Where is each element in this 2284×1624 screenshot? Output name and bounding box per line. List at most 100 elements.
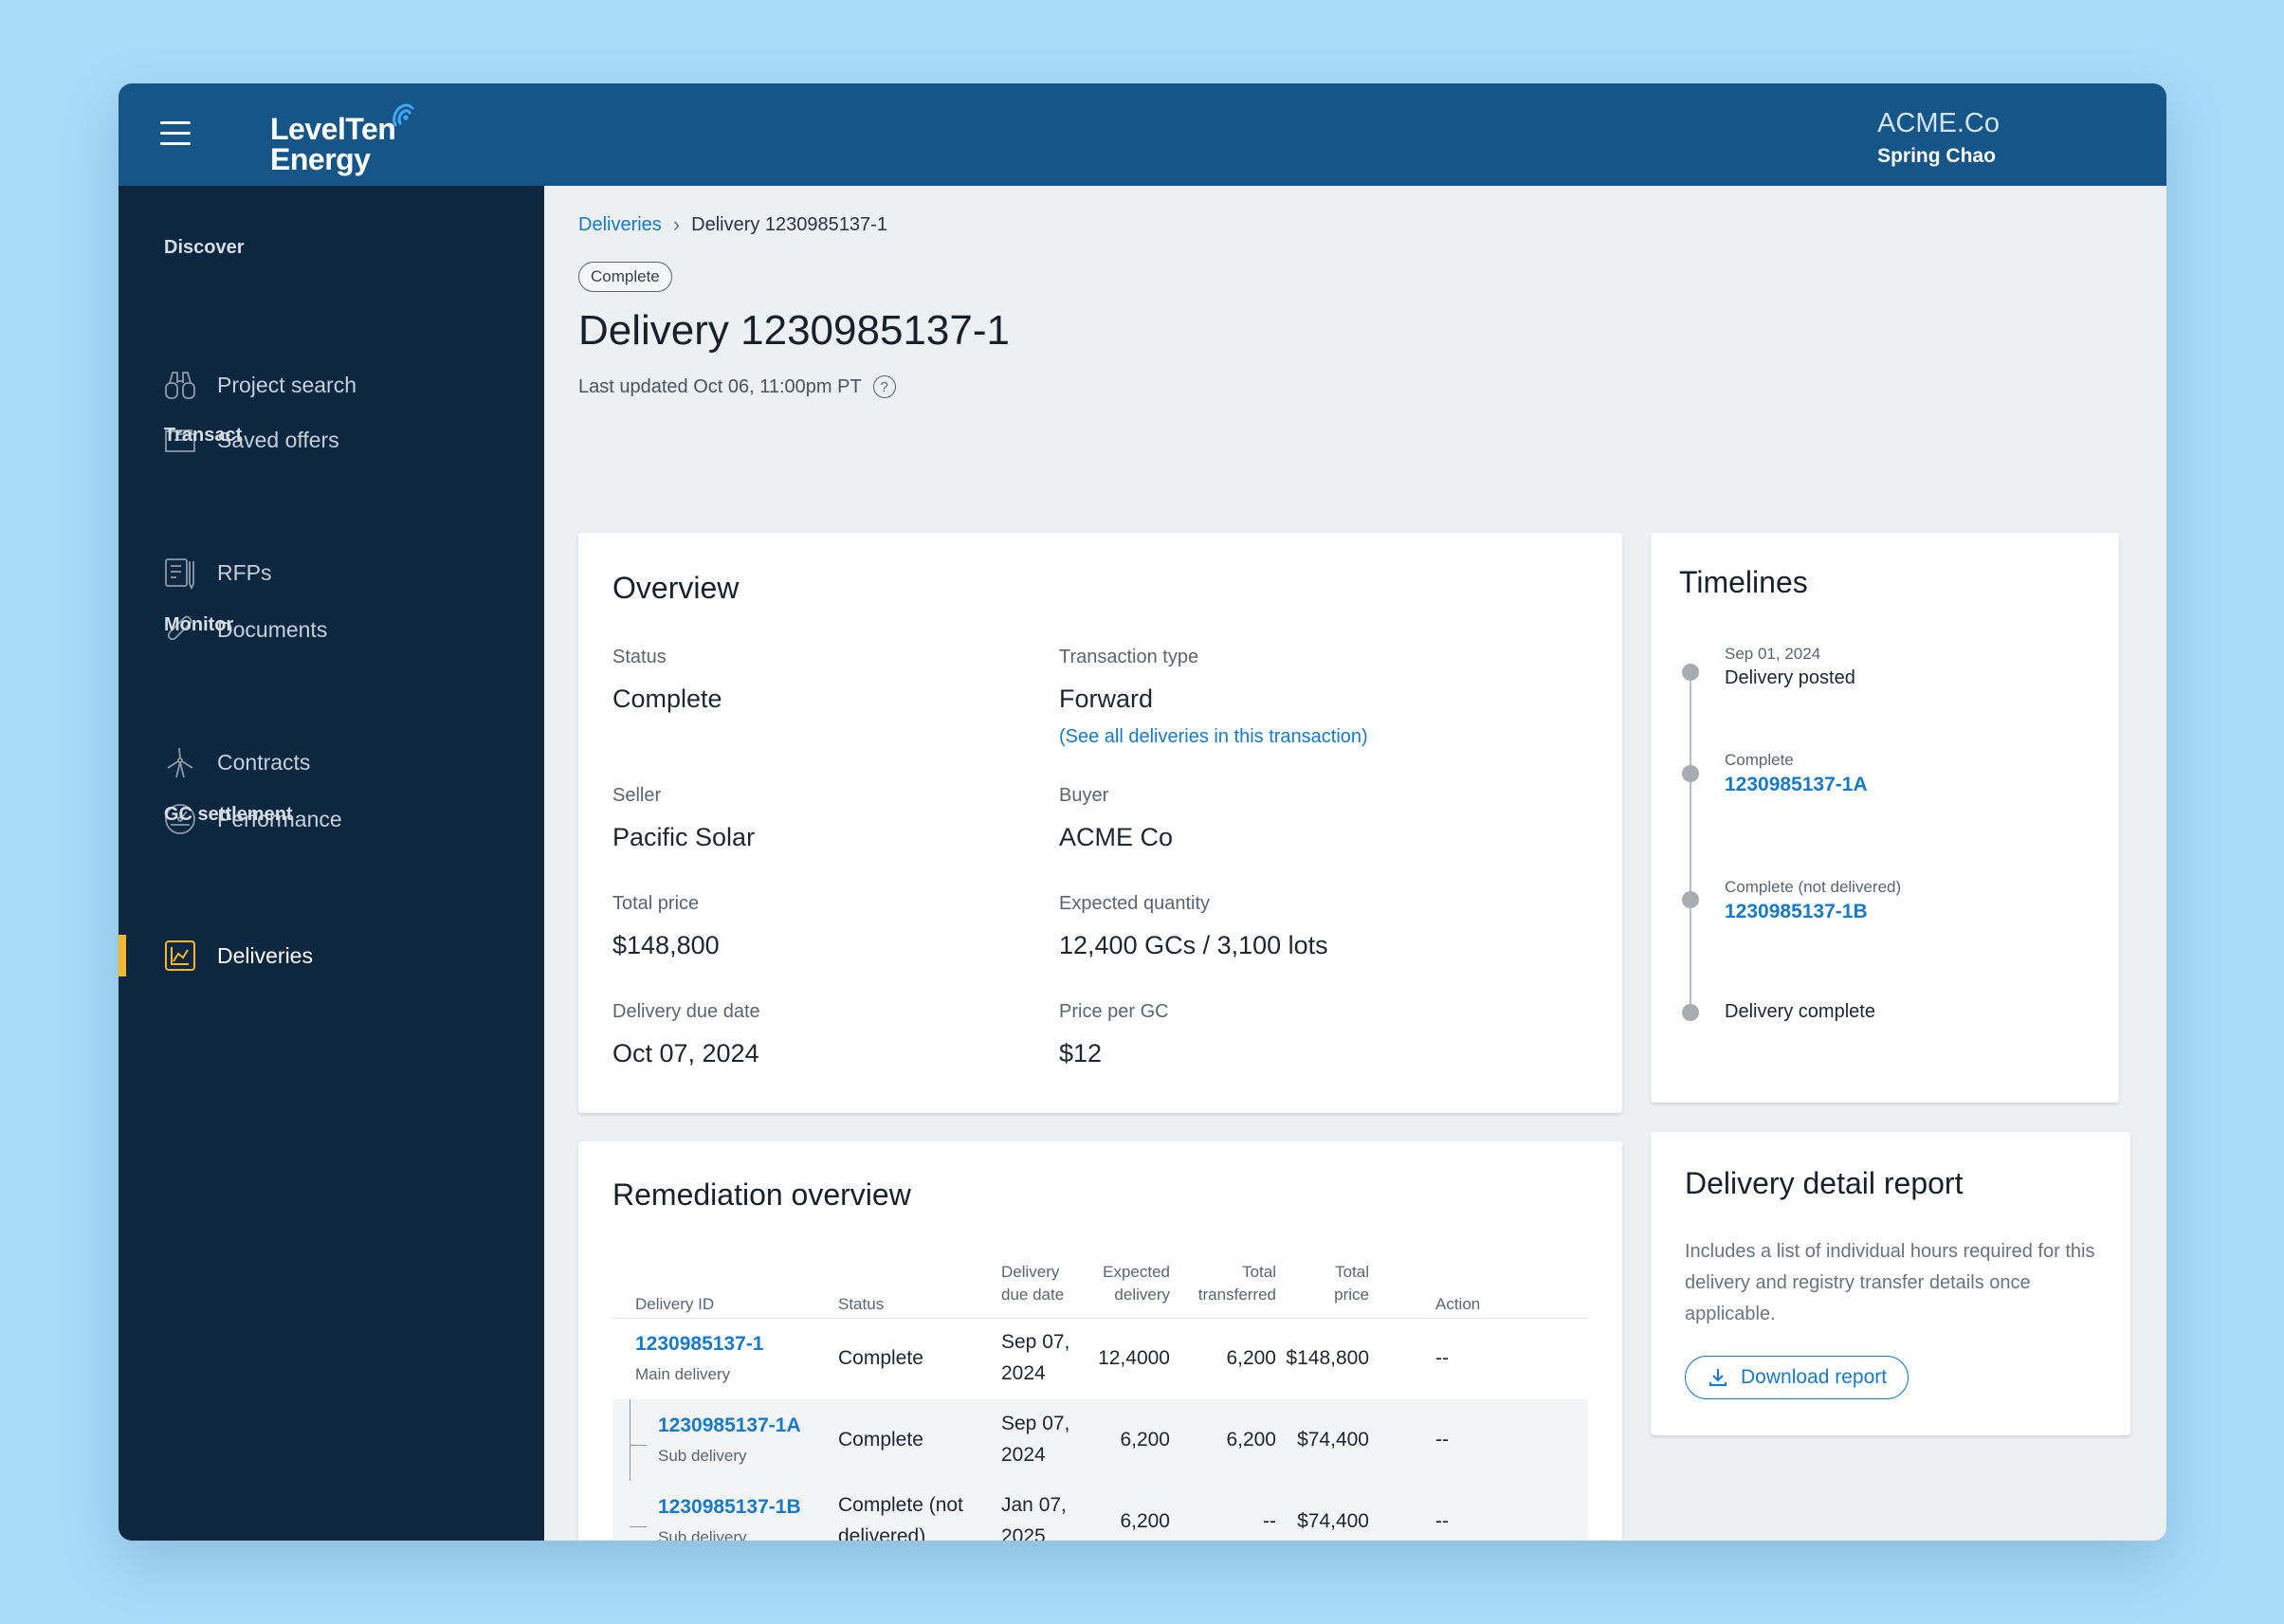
paperclip-icon [162, 611, 198, 648]
overview-card: Overview Status Complete Transaction typ… [578, 533, 1622, 1113]
col-status: Status [838, 1295, 885, 1313]
col-price-line1: Total [1335, 1263, 1369, 1281]
row-transferred: -- [1263, 1510, 1276, 1532]
nav-section-discover: Discover [164, 237, 245, 258]
nav-section-transact: Transact [164, 425, 243, 446]
remediation-title: Remediation overview [612, 1177, 911, 1212]
logo-text-line1: LevelTen [270, 112, 396, 146]
status-value: Complete [612, 684, 722, 713]
sidebar-item-saved-offers[interactable]: Saved offers [162, 419, 339, 461]
chevron-right-icon: › [672, 212, 681, 236]
sidebar-item-label: Project search [217, 372, 357, 397]
col-expected: Expected delivery [1094, 1261, 1170, 1306]
due-date-label: Delivery due date [612, 1001, 760, 1022]
see-all-deliveries-link[interactable]: (See all deliveries in this transaction) [1059, 726, 1368, 747]
seller-value: Pacific Solar [612, 823, 756, 851]
breadcrumb-current: Delivery 1230985137-1 [691, 213, 887, 235]
active-indicator [119, 935, 126, 976]
timeline-event-label: Delivery complete [1725, 1001, 1875, 1022]
overview-title: Overview [612, 571, 740, 605]
table-row [612, 1481, 1588, 1541]
account-user: Spring Chao [1877, 145, 1996, 167]
col-transferred-line2: transferred [1197, 1286, 1276, 1304]
sidebar-item-label: Performance [217, 806, 342, 831]
download-icon [1707, 1366, 1729, 1389]
expected-quantity-value: 12,400 GCs / 3,100 lots [1059, 931, 1328, 959]
gauge-icon [162, 801, 198, 837]
sidebar-item-label: Saved offers [217, 427, 339, 452]
sidebar: Discover Project search Saved offers Tra… [119, 186, 544, 1541]
col-delivery-id: Delivery ID [635, 1295, 715, 1313]
sidebar-item-rfps[interactable]: RFPs [162, 552, 272, 593]
delivery-id-link[interactable]: 1230985137-1 [635, 1333, 764, 1355]
row-expected: 6,200 [1120, 1429, 1170, 1451]
timeline-line [1690, 671, 1691, 1013]
col-transferred-line1: Total [1242, 1263, 1276, 1281]
col-price-line2: price [1334, 1286, 1369, 1304]
row-date-line2: 2024 [1001, 1362, 1046, 1384]
buyer-label: Buyer [1059, 785, 1109, 806]
row-status: Complete [838, 1347, 923, 1369]
sidebar-item-contracts[interactable]: Contracts [162, 741, 310, 783]
sidebar-item-project-search[interactable]: Project search [162, 364, 356, 406]
delivery-type: Sub delivery [658, 1447, 747, 1465]
table-divider [612, 1318, 1588, 1319]
row-date-line2: 2024 [1001, 1444, 1046, 1466]
row-price: $74,400 [1297, 1510, 1369, 1532]
remediation-card: Remediation overview Delivery ID Status … [578, 1141, 1622, 1541]
report-description: Includes a list of individual hours requ… [1685, 1241, 2095, 1324]
rfp-document-icon [162, 555, 198, 591]
leveltens-logo[interactable]: LevelTen Energy [270, 99, 460, 176]
help-icon[interactable]: ? [872, 375, 896, 398]
sidebar-item-deliveries[interactable]: Deliveries [162, 935, 313, 976]
breadcrumb-deliveries-link[interactable]: Deliveries [578, 213, 662, 235]
row-action: -- [1435, 1429, 1449, 1451]
row-action: -- [1435, 1510, 1449, 1532]
due-date-value: Oct 07, 2024 [612, 1039, 759, 1067]
row-date-line1: Sep 07, [1001, 1331, 1070, 1353]
buyer-value: ACME Co [1059, 823, 1174, 851]
logo-mark-icon [393, 103, 414, 127]
timeline-dot [1682, 664, 1699, 681]
row-status-line2: delivered) [838, 1525, 926, 1541]
row-status: Complete [838, 1429, 923, 1451]
delivery-type: Sub delivery [658, 1528, 747, 1541]
table-row [612, 1399, 1588, 1481]
delivery-id-link[interactable]: 1230985137-1B [658, 1496, 801, 1518]
sidebar-item-performance[interactable]: Performance [162, 798, 342, 840]
binoculars-icon [162, 367, 198, 403]
tree-connector [630, 1445, 647, 1446]
col-action: Action [1435, 1295, 1481, 1313]
download-report-label: Download report [1741, 1366, 1888, 1388]
delivery-report-card: Delivery detail report Includes a list o… [1651, 1132, 2130, 1435]
timeline-event-link[interactable]: 1230985137-1A [1725, 774, 1868, 795]
menu-icon[interactable] [160, 121, 191, 148]
account-org: ACME.Co [1877, 108, 2000, 138]
timeline-event-status: Complete [1725, 751, 1794, 769]
delivery-id-link[interactable]: 1230985137-1A [658, 1414, 801, 1436]
nav-section-gc-settlement: GC settlement [164, 804, 293, 825]
timeline-event-link[interactable]: 1230985137-1B [1725, 901, 1868, 922]
chart-icon [162, 938, 198, 974]
timeline-event-label: Delivery posted [1725, 667, 1855, 688]
main-content: Deliveries › Delivery 1230985137-1 Compl… [544, 186, 2166, 1541]
price-per-gc-value: $12 [1059, 1039, 1103, 1067]
last-updated: Last updated Oct 06, 11:00pm PT ? [578, 375, 896, 398]
download-report-button[interactable]: Download report [1685, 1356, 1909, 1399]
transaction-type-label: Transaction type [1059, 647, 1199, 667]
sidebar-item-documents[interactable]: Documents [162, 609, 327, 650]
status-label: Status [612, 647, 667, 667]
col-due-date-line2: due date [1001, 1286, 1065, 1304]
sidebar-item-label: RFPs [217, 559, 272, 585]
timeline-dot [1682, 1004, 1699, 1021]
row-expected: 6,200 [1120, 1510, 1170, 1532]
expected-quantity-label: Expected quantity [1059, 893, 1210, 914]
top-bar: LevelTen Energy ACME.Co Spring Chao [119, 83, 2166, 186]
timelines-title: Timelines [1679, 565, 1808, 599]
timeline-dot [1682, 765, 1699, 782]
sidebar-item-label: Contracts [217, 749, 311, 775]
sidebar-item-label: Deliveries [217, 942, 313, 968]
col-due-date-line1: Delivery [1001, 1263, 1060, 1281]
account-switcher[interactable]: ACME.Co Spring Chao [1877, 108, 2000, 168]
sidebar-item-label: Documents [217, 616, 328, 642]
